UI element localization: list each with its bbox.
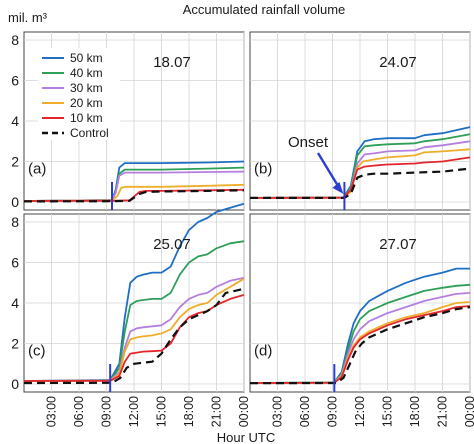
panel-2: (b) 24.07 xyxy=(249,31,471,211)
y-tick-label: 8 xyxy=(11,32,19,48)
panel-letter: (b) xyxy=(254,161,272,178)
y-tick-label: 0 xyxy=(11,194,19,210)
panel-letter: (a) xyxy=(28,161,46,178)
legend-box xyxy=(38,48,120,140)
x-tick-label: 03:00 xyxy=(45,396,59,427)
legend-label: 20 km xyxy=(70,96,103,110)
legend-label: 50 km xyxy=(70,51,103,65)
onset-annotation: Onset xyxy=(288,134,344,194)
legend-label: 40 km xyxy=(70,66,103,80)
onset-arrow-head xyxy=(332,181,344,194)
panel-3: 0 2 4 6 8 (c) 25.07 xyxy=(11,202,245,393)
panel-letter: (d) xyxy=(254,343,272,360)
x-tick-label: 21:00 xyxy=(210,396,224,427)
x-tick-label: 00:00 xyxy=(237,396,251,427)
y-tick-label: 4 xyxy=(11,295,19,311)
y-tick-label: 6 xyxy=(11,255,19,271)
series-line-10-km xyxy=(23,188,245,202)
series-line-10-km xyxy=(249,305,471,384)
x-tick-label: 15:00 xyxy=(381,396,395,427)
series-line-control xyxy=(23,287,245,385)
x-tick-label: 03:00 xyxy=(271,396,285,427)
legend-label: 10 km xyxy=(70,111,103,125)
legend-label: Control xyxy=(70,126,109,140)
series-line-20-km xyxy=(23,277,245,382)
chart-title: Accumulated rainfall volume xyxy=(183,2,346,17)
onset-label: Onset xyxy=(288,134,329,151)
x-tick-label: 00:00 xyxy=(463,396,474,427)
series-line-40-km xyxy=(249,133,471,199)
series-line-10-km xyxy=(249,156,471,199)
series-line-20-km xyxy=(249,148,471,199)
panel-letter: (c) xyxy=(28,343,46,360)
series-line-10-km xyxy=(23,294,245,382)
series-line-40-km xyxy=(23,240,245,382)
x-tick-label: 18:00 xyxy=(182,396,196,427)
y-tick-label: 6 xyxy=(11,73,19,89)
panel-4: (d) 27.07 xyxy=(249,213,471,393)
x-tick-labels: 03:00 06:00 09:00 12:00 15:00 18:00 21:00 00:00… xyxy=(45,396,474,427)
series-line-control xyxy=(23,189,245,203)
x-tick-label: 09:00 xyxy=(326,396,340,427)
y-tick-label: 4 xyxy=(11,113,19,129)
legend-label: 30 km xyxy=(70,81,103,95)
x-tick-label: 12:00 xyxy=(353,396,367,427)
series-line-control xyxy=(249,306,471,385)
panels: 0 2 4 6 8 (a) 18.07 (b) 24.07 0 2 4 6 8 (c) 25.07 (d) 27.… xyxy=(11,31,471,393)
x-tick-label: 15:00 xyxy=(155,396,169,427)
panel-date: 18.07 xyxy=(153,54,191,71)
x-tick-label: 21:00 xyxy=(436,396,450,427)
x-tick-label: 12:00 xyxy=(127,396,141,427)
x-tick-label: 18:00 xyxy=(408,396,422,427)
y-axis-label: mil. m³ xyxy=(8,10,48,25)
x-tick-label: 09:00 xyxy=(100,396,114,427)
x-tick-label: 06:00 xyxy=(298,396,312,427)
panel-date: 24.07 xyxy=(379,54,417,71)
series-line-control xyxy=(250,167,471,199)
y-tick-label: 2 xyxy=(11,154,19,170)
y-tick-label: 0 xyxy=(11,376,19,392)
onset-arrow-shaft xyxy=(316,152,342,191)
series-line-50-km xyxy=(23,202,245,382)
x-axis-label: Hour UTC xyxy=(217,430,276,444)
panel-date: 25.07 xyxy=(153,236,191,253)
y-tick-label: 2 xyxy=(11,336,19,352)
x-tick-label: 06:00 xyxy=(72,396,86,427)
panel-date: 27.07 xyxy=(379,236,417,253)
y-tick-label: 8 xyxy=(11,214,19,230)
